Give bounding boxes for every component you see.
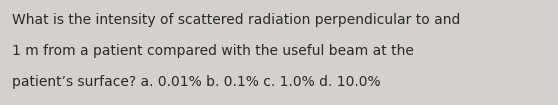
- Text: What is the intensity of scattered radiation perpendicular to and: What is the intensity of scattered radia…: [12, 13, 461, 27]
- Text: 1 m from a patient compared with the useful beam at the: 1 m from a patient compared with the use…: [12, 44, 414, 58]
- Text: patient’s surface? a. 0.01% b. 0.1% c. 1.0% d. 10.0%: patient’s surface? a. 0.01% b. 0.1% c. 1…: [12, 75, 381, 89]
